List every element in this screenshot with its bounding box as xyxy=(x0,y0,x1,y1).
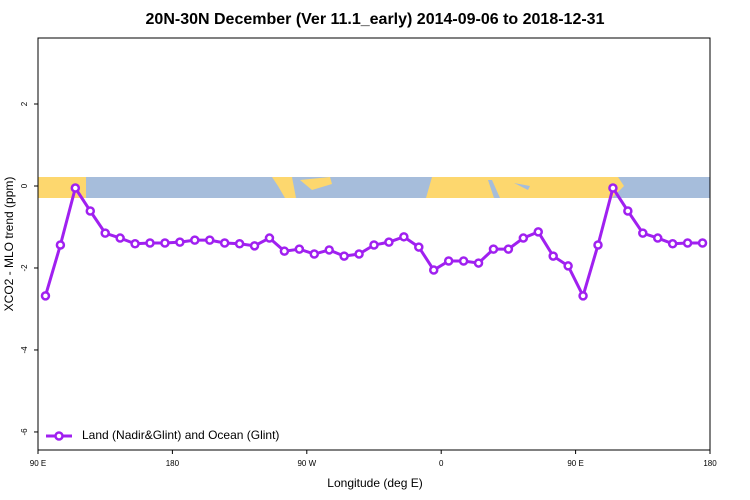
y-tick-label: 0 xyxy=(20,183,29,188)
point xyxy=(190,235,200,245)
y-tick-label: -4 xyxy=(20,346,29,354)
point xyxy=(145,238,155,248)
y-tick-label: -6 xyxy=(20,428,29,436)
point xyxy=(100,228,110,238)
x-axis-label: Longitude (deg E) xyxy=(327,476,422,490)
plot-frame xyxy=(37,37,711,451)
point xyxy=(85,206,96,216)
legend-label: Land (Nadir&Glint) and Ocean (Glint) xyxy=(82,428,279,442)
point xyxy=(204,235,215,245)
point xyxy=(533,227,544,237)
point xyxy=(563,261,573,271)
y-tick-label: -2 xyxy=(20,264,29,272)
x-tick-label: 180 xyxy=(166,459,180,468)
point xyxy=(70,183,81,193)
point xyxy=(473,258,484,268)
y-tick-label: 2 xyxy=(20,101,29,106)
x-tick-label: 90 W xyxy=(297,459,316,468)
point xyxy=(339,251,349,261)
map-strip xyxy=(38,177,710,198)
point xyxy=(264,233,275,243)
point xyxy=(324,245,334,255)
point xyxy=(219,238,230,248)
point xyxy=(503,244,514,254)
point xyxy=(638,228,648,238)
point xyxy=(578,291,588,301)
point xyxy=(354,249,364,259)
point xyxy=(548,251,558,261)
point xyxy=(279,246,290,256)
point xyxy=(458,256,469,266)
point xyxy=(115,233,125,243)
point xyxy=(593,240,603,250)
point xyxy=(697,238,708,248)
point xyxy=(518,233,529,243)
point xyxy=(667,239,678,249)
point xyxy=(40,291,51,301)
point xyxy=(369,240,379,250)
point xyxy=(234,239,245,249)
point xyxy=(623,206,633,216)
point xyxy=(414,242,424,252)
point xyxy=(249,241,260,251)
point xyxy=(294,244,305,254)
x-tick-label: 90 E xyxy=(30,459,46,468)
x-tick-label: 0 xyxy=(439,459,444,468)
point xyxy=(428,265,439,275)
point xyxy=(175,237,185,247)
legend-marker xyxy=(54,431,64,441)
point xyxy=(682,238,693,248)
point xyxy=(608,183,618,193)
x-tick-label: 180 xyxy=(703,459,717,468)
point xyxy=(652,233,663,243)
x-tick-label: 90 E xyxy=(567,459,583,468)
point xyxy=(55,240,66,250)
point xyxy=(443,256,454,266)
point xyxy=(384,237,394,247)
point xyxy=(399,232,409,242)
point xyxy=(488,244,499,254)
point xyxy=(160,238,170,248)
point xyxy=(309,249,320,259)
chart-title: 20N-30N December (Ver 11.1_early) 2014-0… xyxy=(146,11,605,28)
point xyxy=(130,239,140,249)
y-axis-label: XCO2 - MLO trend (ppm) xyxy=(2,177,16,312)
